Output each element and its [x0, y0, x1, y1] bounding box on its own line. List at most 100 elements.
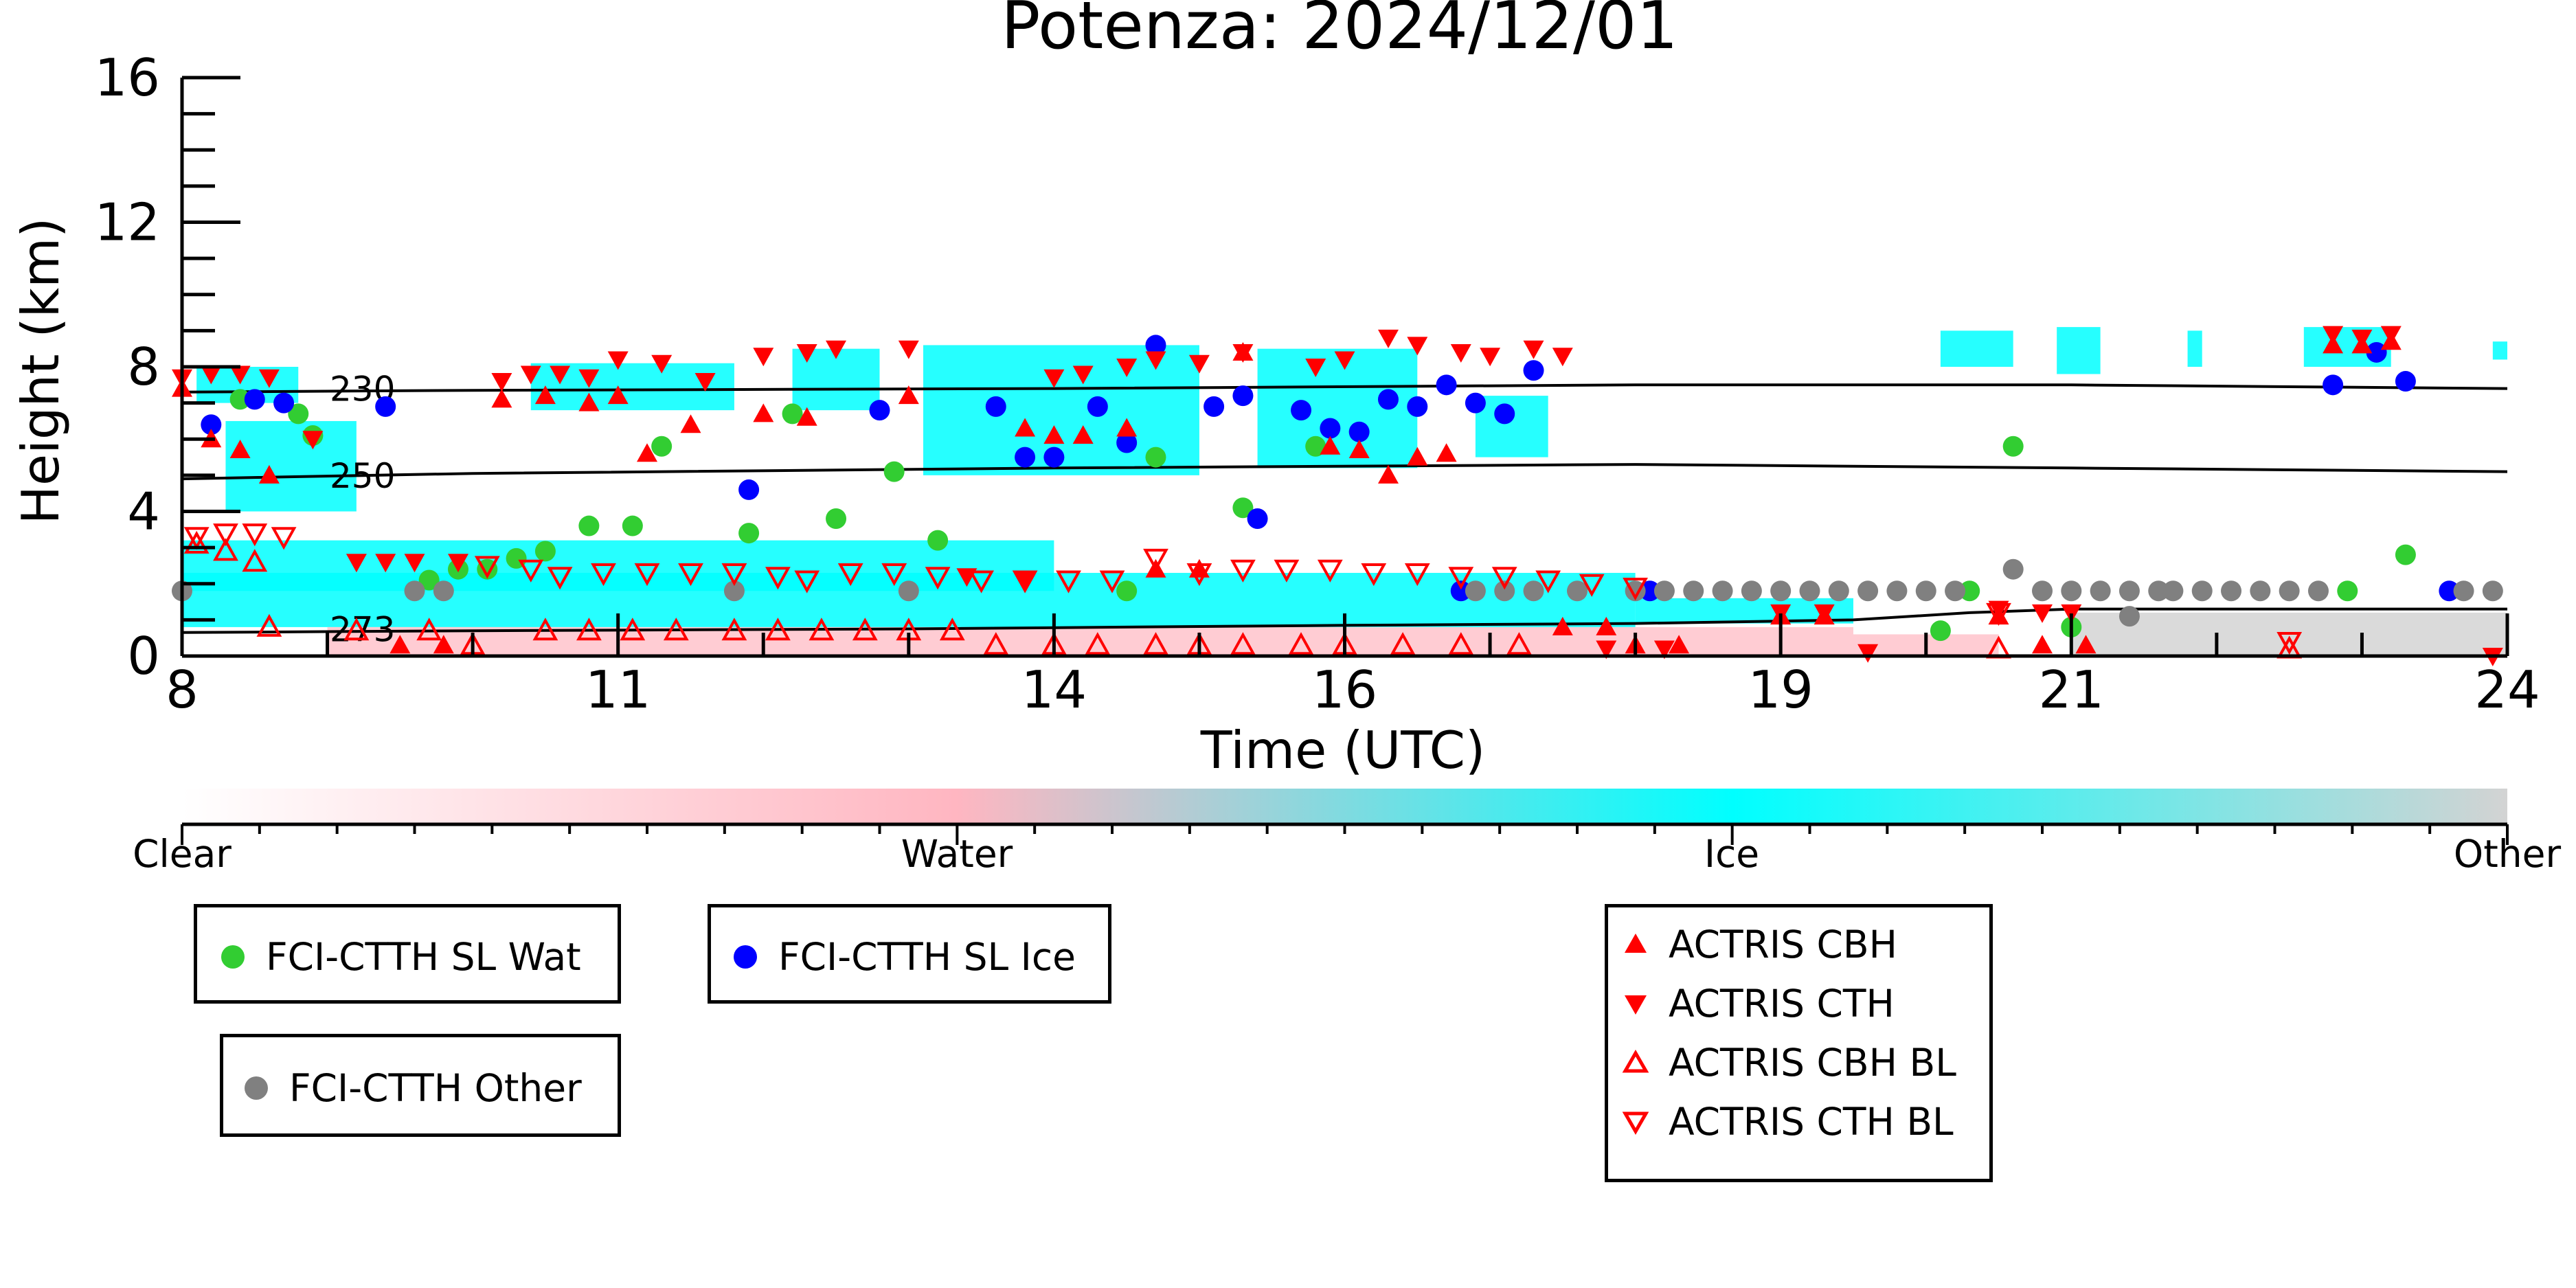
data-point	[2002, 436, 2024, 457]
data-point	[1087, 396, 1108, 417]
legend-actris: ACTRIS CBH ACTRIS CTH ACTRIS CBH BL ACTR…	[1605, 904, 1993, 1182]
data-point	[765, 567, 791, 590]
data-point	[242, 523, 268, 547]
data-point	[2453, 580, 2474, 602]
data-point	[2307, 580, 2329, 602]
legend-item-cbh-bl: ACTRIS CBH BL	[1615, 1041, 1956, 1085]
data-point	[985, 396, 1006, 417]
data-point	[1741, 580, 1762, 602]
legend-label-wat: FCI-CTTH SL Wat	[266, 935, 581, 979]
data-point	[983, 632, 1009, 655]
data-point	[1945, 580, 1966, 602]
data-point	[898, 580, 919, 602]
data-point	[547, 567, 573, 590]
data-point	[2439, 580, 2460, 602]
colorbar-ticks	[181, 824, 2509, 845]
data-point	[1274, 559, 1300, 583]
data-point	[1653, 580, 1675, 602]
legend-item-other: FCI-CTTH Other	[236, 1066, 582, 1110]
data-point	[939, 618, 965, 641]
data-point	[765, 618, 791, 641]
data-point	[634, 563, 660, 587]
x-tick-label: 19	[1748, 659, 1813, 720]
y-tick-label: 4	[127, 482, 160, 542]
data-point	[591, 563, 616, 587]
data-point	[1436, 374, 1457, 396]
data-point	[2061, 580, 2082, 602]
legend-item-cth-bl: ACTRIS CTH BL	[1615, 1100, 1954, 1144]
x-tick-label: 11	[585, 659, 651, 720]
chart-title: Potenza: 2024/12/01	[1001, 0, 1678, 64]
data-point	[1320, 418, 1341, 439]
data-point	[1523, 360, 1544, 381]
data-point	[1317, 559, 1343, 583]
legend-label-cth-bl: ACTRIS CTH BL	[1669, 1100, 1954, 1144]
data-point	[416, 618, 442, 641]
data-point	[1230, 559, 1256, 583]
y-axis-label: Height (km)	[10, 218, 71, 525]
data-point	[343, 618, 370, 641]
data-point	[273, 392, 295, 414]
data-point	[869, 400, 890, 421]
bg-ice-patch	[1475, 396, 1548, 457]
data-point	[2032, 580, 2053, 602]
data-point	[1653, 640, 1675, 659]
data-point	[1596, 616, 1617, 635]
data-point	[1143, 548, 1168, 572]
data-point	[375, 396, 396, 417]
x-tick-label: 24	[2474, 659, 2540, 720]
data-point	[1494, 403, 1515, 425]
data-point	[694, 373, 716, 392]
data-point	[576, 618, 602, 641]
data-point	[622, 515, 643, 536]
data-point	[1915, 580, 1936, 602]
data-point	[256, 613, 282, 637]
data-point	[1407, 396, 1428, 417]
data-point	[1799, 580, 1820, 602]
data-point	[607, 351, 629, 370]
green-circle-icon	[221, 945, 245, 969]
legend-label-other: FCI-CTTH Other	[289, 1066, 582, 1110]
data-point	[2119, 606, 2140, 627]
data-point	[2162, 580, 2184, 602]
data-point	[1407, 447, 1428, 466]
data-point	[288, 403, 309, 425]
data-point	[1348, 421, 1370, 442]
colorbar-label-water: Water	[901, 832, 1013, 876]
data-point	[375, 554, 396, 573]
data-point	[1012, 570, 1038, 594]
data-point	[2323, 326, 2344, 345]
data-point	[1116, 580, 1138, 602]
data-point	[680, 414, 701, 433]
data-point	[1986, 602, 2011, 626]
data-point	[925, 567, 951, 590]
data-point	[404, 580, 425, 602]
data-point	[1959, 580, 1980, 602]
isotherm-label-250: 250	[330, 456, 395, 496]
x-tick-label: 16	[1312, 659, 1377, 720]
data-point	[1305, 359, 1326, 377]
data-point	[663, 618, 689, 641]
data-point	[578, 369, 600, 388]
data-point	[1450, 580, 1471, 602]
data-point	[518, 559, 544, 583]
data-point	[1043, 369, 1065, 388]
data-point	[651, 354, 673, 374]
series-actris-cbh-bl	[183, 530, 2303, 659]
data-point	[258, 464, 280, 484]
data-point	[607, 385, 629, 405]
data-point	[201, 365, 222, 385]
data-point	[1072, 365, 1094, 385]
data-point	[229, 365, 251, 385]
data-point	[637, 443, 657, 462]
data-point	[1669, 635, 1690, 654]
data-point	[1579, 574, 1605, 597]
data-point	[1143, 632, 1168, 655]
data-point	[1015, 418, 1036, 437]
data-point	[2395, 544, 2416, 565]
data-point	[229, 440, 251, 458]
data-point	[448, 554, 468, 573]
colorbar-label-ice: Ice	[1704, 832, 1759, 876]
data-point	[534, 541, 556, 562]
data-point	[1320, 436, 1341, 455]
